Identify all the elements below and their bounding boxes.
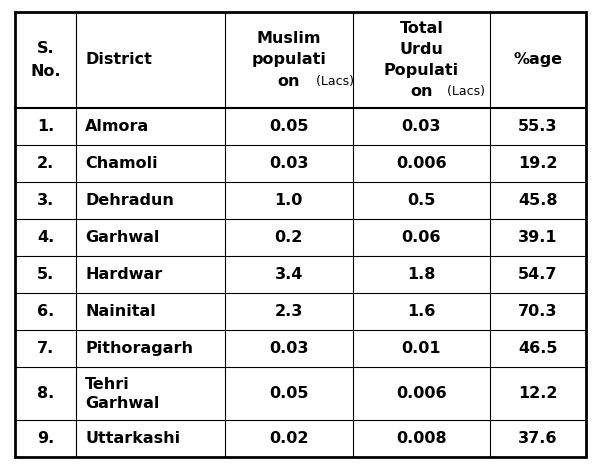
Text: 0.008: 0.008: [396, 431, 447, 446]
Text: 3.: 3.: [37, 193, 54, 208]
Text: 19.2: 19.2: [518, 156, 558, 171]
Text: 70.3: 70.3: [518, 304, 558, 319]
Text: 55.3: 55.3: [518, 119, 558, 134]
Text: Populati: Populati: [384, 63, 459, 78]
Text: S.: S.: [37, 41, 55, 56]
Text: 0.03: 0.03: [401, 119, 441, 134]
Text: 45.8: 45.8: [518, 193, 558, 208]
Text: 5.: 5.: [37, 267, 54, 282]
Text: 2.: 2.: [37, 156, 54, 171]
Text: Tehri: Tehri: [85, 377, 130, 392]
Text: 7.: 7.: [37, 341, 54, 356]
Text: Total: Total: [400, 21, 444, 36]
Text: 1.: 1.: [37, 119, 54, 134]
Text: 0.01: 0.01: [401, 341, 441, 356]
Text: 2.3: 2.3: [275, 304, 303, 319]
Text: 0.02: 0.02: [269, 431, 308, 446]
Text: 0.006: 0.006: [396, 386, 447, 401]
Text: Almora: Almora: [85, 119, 150, 134]
Text: 0.2: 0.2: [275, 230, 303, 245]
Text: Chamoli: Chamoli: [85, 156, 157, 171]
Text: 0.5: 0.5: [407, 193, 436, 208]
Text: Hardwar: Hardwar: [85, 267, 162, 282]
Text: Nainital: Nainital: [85, 304, 156, 319]
Text: 0.05: 0.05: [269, 386, 308, 401]
Text: 0.03: 0.03: [269, 341, 308, 356]
Text: Pithoragarh: Pithoragarh: [85, 341, 193, 356]
Text: populati: populati: [251, 53, 326, 68]
Text: (Lacs): (Lacs): [444, 85, 485, 98]
Text: 4.: 4.: [37, 230, 54, 245]
Text: 1.0: 1.0: [275, 193, 303, 208]
Text: 0.06: 0.06: [401, 230, 441, 245]
Text: No.: No.: [30, 64, 61, 79]
Text: on: on: [278, 74, 300, 89]
Text: (Lacs): (Lacs): [312, 75, 354, 88]
Text: Muslim: Muslim: [257, 31, 321, 46]
Text: 8.: 8.: [37, 386, 54, 401]
Text: 9.: 9.: [37, 431, 54, 446]
Text: 37.6: 37.6: [518, 431, 558, 446]
Text: Uttarkashi: Uttarkashi: [85, 431, 180, 446]
Text: 46.5: 46.5: [518, 341, 558, 356]
Text: 1.8: 1.8: [407, 267, 436, 282]
Text: 54.7: 54.7: [518, 267, 558, 282]
Text: 0.03: 0.03: [269, 156, 308, 171]
Text: 12.2: 12.2: [518, 386, 558, 401]
Text: 1.6: 1.6: [407, 304, 436, 319]
Text: 6.: 6.: [37, 304, 54, 319]
Text: 39.1: 39.1: [518, 230, 558, 245]
Text: on: on: [410, 84, 433, 99]
Text: %age: %age: [513, 53, 563, 68]
Text: District: District: [85, 53, 152, 68]
Text: Urdu: Urdu: [400, 42, 444, 57]
Text: Garhwal: Garhwal: [85, 396, 159, 411]
Text: 0.006: 0.006: [396, 156, 447, 171]
Text: 0.05: 0.05: [269, 119, 308, 134]
Text: Garhwal: Garhwal: [85, 230, 159, 245]
Text: Dehradun: Dehradun: [85, 193, 174, 208]
Text: 3.4: 3.4: [275, 267, 303, 282]
